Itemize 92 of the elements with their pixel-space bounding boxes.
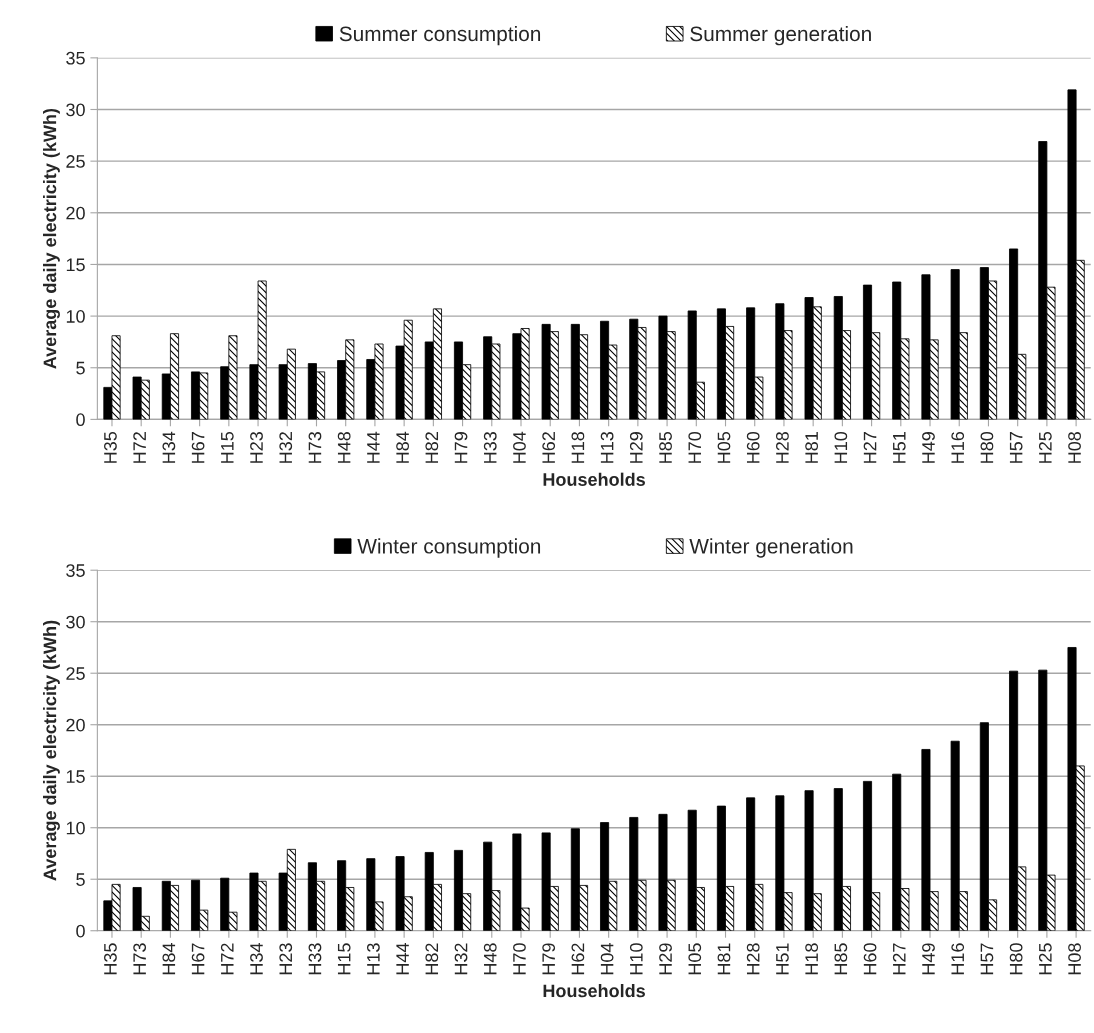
- x-tick-label: H82: [425, 432, 439, 463]
- x-tick-label: H16: [951, 943, 965, 975]
- x-tick-label: H51: [776, 943, 789, 975]
- x-tick-label: H79: [542, 943, 556, 975]
- x-tick-label: H32: [279, 432, 293, 463]
- x-tick-label: H82: [425, 943, 439, 975]
- x-tick-label: H34: [162, 431, 176, 463]
- x-tick-label: H08: [1068, 943, 1081, 975]
- x-tick-label: H48: [483, 943, 497, 975]
- x-axis-title: Households: [543, 983, 645, 998]
- y-tick-label: 30: [66, 615, 85, 629]
- x-tick-label: H15: [221, 431, 234, 463]
- x-tick-label: H44: [396, 943, 409, 975]
- y-tick-label: 35: [66, 51, 85, 65]
- y-tick-label: 5: [76, 361, 85, 375]
- legend-label: Summer generation: [690, 25, 871, 46]
- x-tick-label: H23: [279, 943, 293, 975]
- x-tick-label: H72: [133, 432, 146, 463]
- y-tick-label: 10: [66, 821, 85, 835]
- x-tick-label: H33: [483, 432, 497, 463]
- y-tick-label: 10: [66, 310, 85, 323]
- y-tick-label: 5: [76, 873, 85, 886]
- x-tick-label: H16: [951, 432, 965, 463]
- x-tick-label: H10: [629, 943, 643, 975]
- x-tick-label: H34: [250, 943, 263, 975]
- legend-label: Winter generation: [689, 538, 853, 558]
- x-tick-label: H18: [805, 943, 819, 975]
- x-tick-label: H49: [922, 432, 935, 463]
- x-tick-label: H81: [805, 432, 819, 463]
- x-tick-label: H73: [308, 432, 322, 463]
- x-tick-label: H79: [454, 432, 468, 463]
- x-tick-label: H80: [1009, 943, 1023, 975]
- x-tick-label: H72: [220, 943, 234, 975]
- y-tick-label: 25: [66, 667, 85, 680]
- x-tick-label: H28: [776, 431, 789, 463]
- x-tick-label: H81: [717, 943, 731, 975]
- y-axis-title: Average daily electricity (kWh): [43, 620, 60, 881]
- x-tick-label: H70: [688, 431, 702, 463]
- y-tick-label: 20: [66, 718, 85, 732]
- x-tick-label: H57: [980, 943, 994, 975]
- legend-label: Summer consumption: [339, 25, 541, 46]
- x-tick-label: H84: [396, 431, 409, 463]
- x-tick-label: H44: [367, 431, 380, 463]
- y-tick-label: 30: [66, 103, 85, 117]
- x-tick-label: H60: [863, 943, 877, 975]
- x-tick-label: H15: [337, 943, 351, 975]
- x-tick-label: H73: [133, 943, 147, 975]
- x-tick-label: H33: [308, 943, 322, 975]
- x-tick-label: H35: [104, 431, 117, 463]
- x-tick-label: H13: [366, 943, 380, 975]
- x-tick-label: H85: [659, 431, 672, 463]
- y-tick-label: 25: [66, 155, 85, 168]
- x-tick-label: H32: [454, 943, 468, 975]
- x-tick-label: H48: [337, 431, 351, 463]
- x-tick-label: H62: [571, 943, 585, 975]
- x-tick-label: H25: [1038, 943, 1052, 975]
- x-tick-label: H67: [191, 943, 205, 975]
- y-tick-label: 15: [66, 770, 85, 783]
- x-tick-label: H04: [513, 431, 526, 463]
- y-tick-label: 20: [66, 206, 85, 220]
- x-tick-label: H10: [834, 431, 848, 463]
- x-tick-label: H28: [746, 943, 760, 975]
- x-tick-label: H05: [717, 431, 731, 463]
- x-tick-label: H13: [600, 432, 614, 463]
- y-tick-label: 35: [66, 564, 85, 577]
- x-tick-label: H35: [104, 943, 117, 975]
- x-tick-label: H25: [1038, 431, 1052, 463]
- x-tick-label: H57: [1009, 432, 1023, 463]
- y-tick-label: 0: [76, 413, 85, 427]
- y-tick-label: 0: [76, 924, 85, 938]
- x-tick-label: H05: [688, 943, 702, 975]
- x-tick-label: H04: [600, 943, 614, 975]
- y-tick-label: 15: [66, 258, 85, 272]
- x-tick-label: H29: [629, 432, 643, 463]
- x-tick-label: H27: [892, 943, 906, 975]
- x-tick-label: H29: [659, 943, 672, 975]
- x-tick-label: H23: [250, 432, 263, 463]
- x-tick-label: H08: [1068, 431, 1081, 463]
- x-tick-label: H49: [922, 943, 935, 975]
- x-tick-label: H70: [513, 943, 526, 975]
- x-tick-label: H51: [893, 432, 906, 463]
- y-axis-title: Average daily electricity (kWh): [43, 108, 60, 369]
- x-tick-label: H85: [834, 943, 848, 975]
- x-tick-label: H27: [863, 432, 877, 463]
- x-tick-label: H80: [980, 431, 994, 463]
- x-tick-label: H67: [191, 432, 205, 463]
- x-axis-title: Households: [543, 472, 645, 486]
- legend-label: Winter consumption: [357, 538, 541, 558]
- x-tick-label: H60: [746, 431, 760, 463]
- x-tick-label: H84: [162, 943, 176, 975]
- x-tick-label: H18: [571, 431, 585, 463]
- x-tick-label: H62: [542, 432, 556, 463]
